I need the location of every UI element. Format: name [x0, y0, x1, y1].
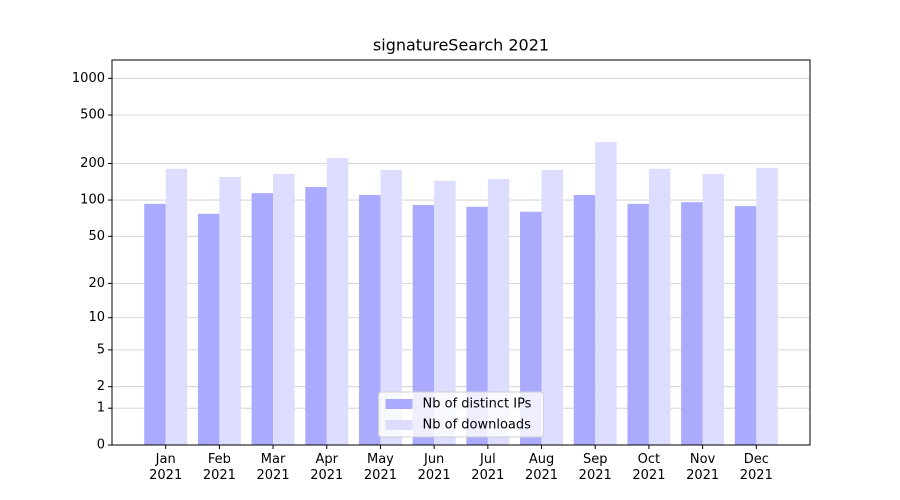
y-tick-label: 20 [88, 276, 105, 291]
y-tick-label: 2 [97, 379, 105, 394]
bar [197, 213, 220, 445]
bar [487, 179, 510, 445]
bar [681, 202, 703, 445]
x-tick-label: Mar 2021 [256, 452, 290, 483]
x-tick-label: Oct 2021 [632, 452, 666, 483]
bar [219, 176, 241, 445]
x-tick-label: Apr 2021 [310, 452, 344, 483]
x-tick-label: Feb 2021 [202, 452, 236, 483]
bar [144, 203, 166, 445]
y-tick-label: 1 [97, 401, 105, 416]
bar [573, 195, 596, 445]
bar [648, 168, 671, 445]
bar [434, 180, 456, 445]
x-tick-label: Jun 2021 [417, 452, 451, 483]
y-tick-label: 0 [97, 438, 105, 453]
legend-swatch [385, 399, 413, 409]
bar [358, 195, 381, 445]
bar [627, 203, 649, 445]
y-tick-label: 50 [88, 229, 105, 244]
bar [756, 167, 778, 445]
bar [734, 206, 757, 445]
y-tick-label: 100 [80, 193, 105, 208]
chart-title: signatureSearch 2021 [373, 36, 549, 55]
y-tick-label: 10 [88, 310, 105, 325]
x-tick-label: Aug 2021 [524, 452, 559, 483]
x-tick-label: Sep 2021 [578, 452, 612, 483]
bar [326, 157, 349, 445]
bar [702, 173, 725, 445]
legend-label: Nb of downloads [423, 418, 532, 433]
legend-box [378, 391, 544, 438]
bar [520, 211, 542, 445]
bar [273, 173, 295, 445]
y-tick-label: 5 [97, 342, 105, 357]
x-tick-label: Jul 2021 [471, 452, 505, 483]
bar [165, 168, 188, 445]
bar [305, 187, 327, 446]
legend-swatch [385, 420, 413, 430]
bar [466, 206, 488, 445]
bar [251, 193, 274, 445]
bar [541, 169, 564, 446]
bar [595, 141, 617, 445]
bar [412, 204, 435, 445]
x-tick-label: May 2021 [363, 452, 397, 483]
bar [380, 169, 402, 446]
y-tick-label: 1000 [72, 71, 105, 86]
x-tick-label: Nov 2021 [686, 452, 720, 483]
legend-label: Nb of distinct IPs [423, 397, 532, 412]
x-tick-label: Dec 2021 [739, 452, 773, 483]
x-tick-label: Jan 2021 [149, 452, 183, 483]
y-tick-label: 500 [80, 108, 105, 123]
plot-frame [111, 59, 811, 446]
y-tick-label: 200 [80, 156, 105, 171]
